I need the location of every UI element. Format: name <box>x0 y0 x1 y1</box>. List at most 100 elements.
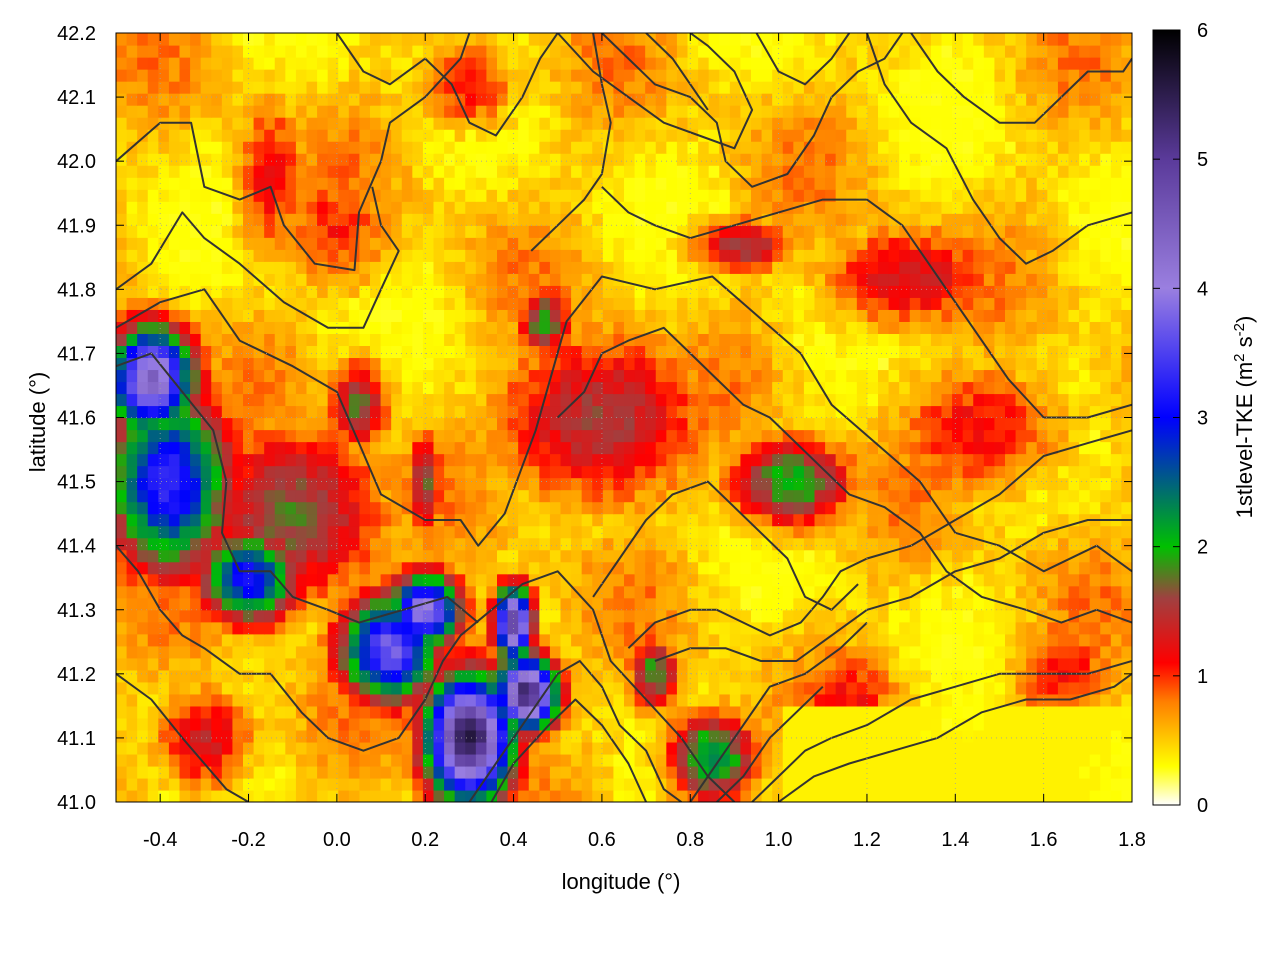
heatmap-cell <box>1121 765 1132 779</box>
heatmap-cell <box>740 357 752 371</box>
heatmap-cell <box>952 525 964 539</box>
heatmap-cell <box>306 237 318 250</box>
heatmap-cell <box>920 777 932 791</box>
heatmap-cell <box>1047 753 1059 767</box>
heatmap-cell <box>422 237 435 250</box>
heatmap-cell <box>930 489 943 503</box>
heatmap-cell <box>158 201 170 214</box>
heatmap-cell <box>327 405 339 419</box>
heatmap-cell <box>391 525 403 539</box>
heatmap-cell <box>909 789 921 802</box>
heatmap-cell <box>264 729 276 743</box>
heatmap-cell <box>899 321 911 334</box>
heatmap-cell <box>909 369 921 383</box>
heatmap-cell <box>624 609 636 623</box>
heatmap-cell <box>761 525 773 539</box>
heatmap-cell <box>645 609 657 623</box>
heatmap-cell <box>116 657 128 671</box>
heatmap-cell <box>137 513 149 527</box>
heatmap-cell <box>1015 549 1027 563</box>
heatmap-cell <box>454 753 466 767</box>
heatmap-cell <box>444 417 456 431</box>
heatmap-cell <box>803 573 816 587</box>
heatmap-cell <box>317 369 329 383</box>
heatmap-cell <box>952 513 964 527</box>
heatmap-cell <box>116 249 128 262</box>
heatmap-cell <box>761 501 773 515</box>
heatmap-cell <box>814 477 826 491</box>
heatmap-cell <box>994 477 1006 491</box>
heatmap-cell <box>338 453 350 467</box>
heatmap-cell <box>867 489 879 503</box>
heatmap-cell <box>909 717 921 731</box>
heatmap-cell <box>634 705 646 719</box>
heatmap-cell <box>507 441 519 455</box>
heatmap-cell <box>719 465 731 479</box>
heatmap-cell <box>719 513 731 527</box>
heatmap-cell <box>422 249 435 262</box>
heatmap-cell <box>433 717 445 731</box>
heatmap-cell <box>676 789 689 802</box>
heatmap-cell <box>1068 741 1080 755</box>
heatmap-cell <box>126 789 138 802</box>
heatmap-cell <box>1015 621 1027 635</box>
heatmap-cell <box>285 645 297 659</box>
heatmap-cell <box>751 681 763 695</box>
heatmap-cell <box>1036 549 1048 563</box>
heatmap-cell <box>645 285 657 298</box>
heatmap-cell <box>1079 249 1091 262</box>
heatmap-cell <box>486 345 498 359</box>
heatmap-cell <box>687 321 699 334</box>
heatmap-cell <box>433 633 445 647</box>
heatmap-cell <box>888 657 900 671</box>
heatmap-cell <box>1036 705 1048 719</box>
heatmap-cell <box>751 573 763 587</box>
heatmap-cell <box>941 765 953 779</box>
heatmap-cell <box>126 669 138 683</box>
heatmap-cell <box>676 249 689 262</box>
heatmap-cell <box>835 693 847 707</box>
heatmap-cell <box>581 765 593 779</box>
heatmap-cell <box>475 573 488 587</box>
heatmap-cell <box>729 657 742 671</box>
heatmap-cell <box>137 249 149 262</box>
heatmap-cell <box>327 393 339 407</box>
heatmap-cell <box>571 177 583 190</box>
heatmap-cell <box>571 189 583 202</box>
heatmap-cell <box>253 789 265 802</box>
heatmap-cell <box>507 189 519 202</box>
heatmap-cell <box>899 405 911 419</box>
heatmap-cell <box>1026 489 1038 503</box>
heatmap-cell <box>624 705 636 719</box>
heatmap-cell <box>147 669 159 683</box>
heatmap-cell <box>602 417 615 431</box>
heatmap-cell <box>317 729 329 743</box>
heatmap-cell <box>370 789 382 802</box>
heatmap-cell <box>137 465 149 479</box>
heatmap-cell <box>221 513 234 527</box>
heatmap-cell <box>645 273 657 286</box>
heatmap-cell <box>825 405 837 419</box>
heatmap-cell <box>613 693 625 707</box>
heatmap-cell <box>994 333 1006 347</box>
heatmap-cell <box>507 549 519 563</box>
heatmap-cell <box>444 441 456 455</box>
heatmap-cell <box>1068 585 1080 599</box>
heatmap-cell <box>348 429 361 443</box>
heatmap-cell <box>137 561 149 575</box>
heatmap-cell <box>1089 345 1101 359</box>
heatmap-cell <box>539 405 551 419</box>
heatmap-cell <box>147 633 159 647</box>
heatmap-cell <box>317 261 329 274</box>
heatmap-cell <box>549 369 562 383</box>
heatmap-cell <box>581 693 593 707</box>
heatmap-cell <box>422 369 435 383</box>
heatmap-cell <box>253 297 265 310</box>
heatmap-cell <box>507 321 519 334</box>
heatmap-cell <box>729 477 742 491</box>
heatmap-cell <box>592 381 604 395</box>
heatmap-cell <box>1005 201 1017 214</box>
heatmap-cell <box>772 585 784 599</box>
heatmap-cell <box>930 273 943 286</box>
heatmap-cell <box>740 561 752 575</box>
